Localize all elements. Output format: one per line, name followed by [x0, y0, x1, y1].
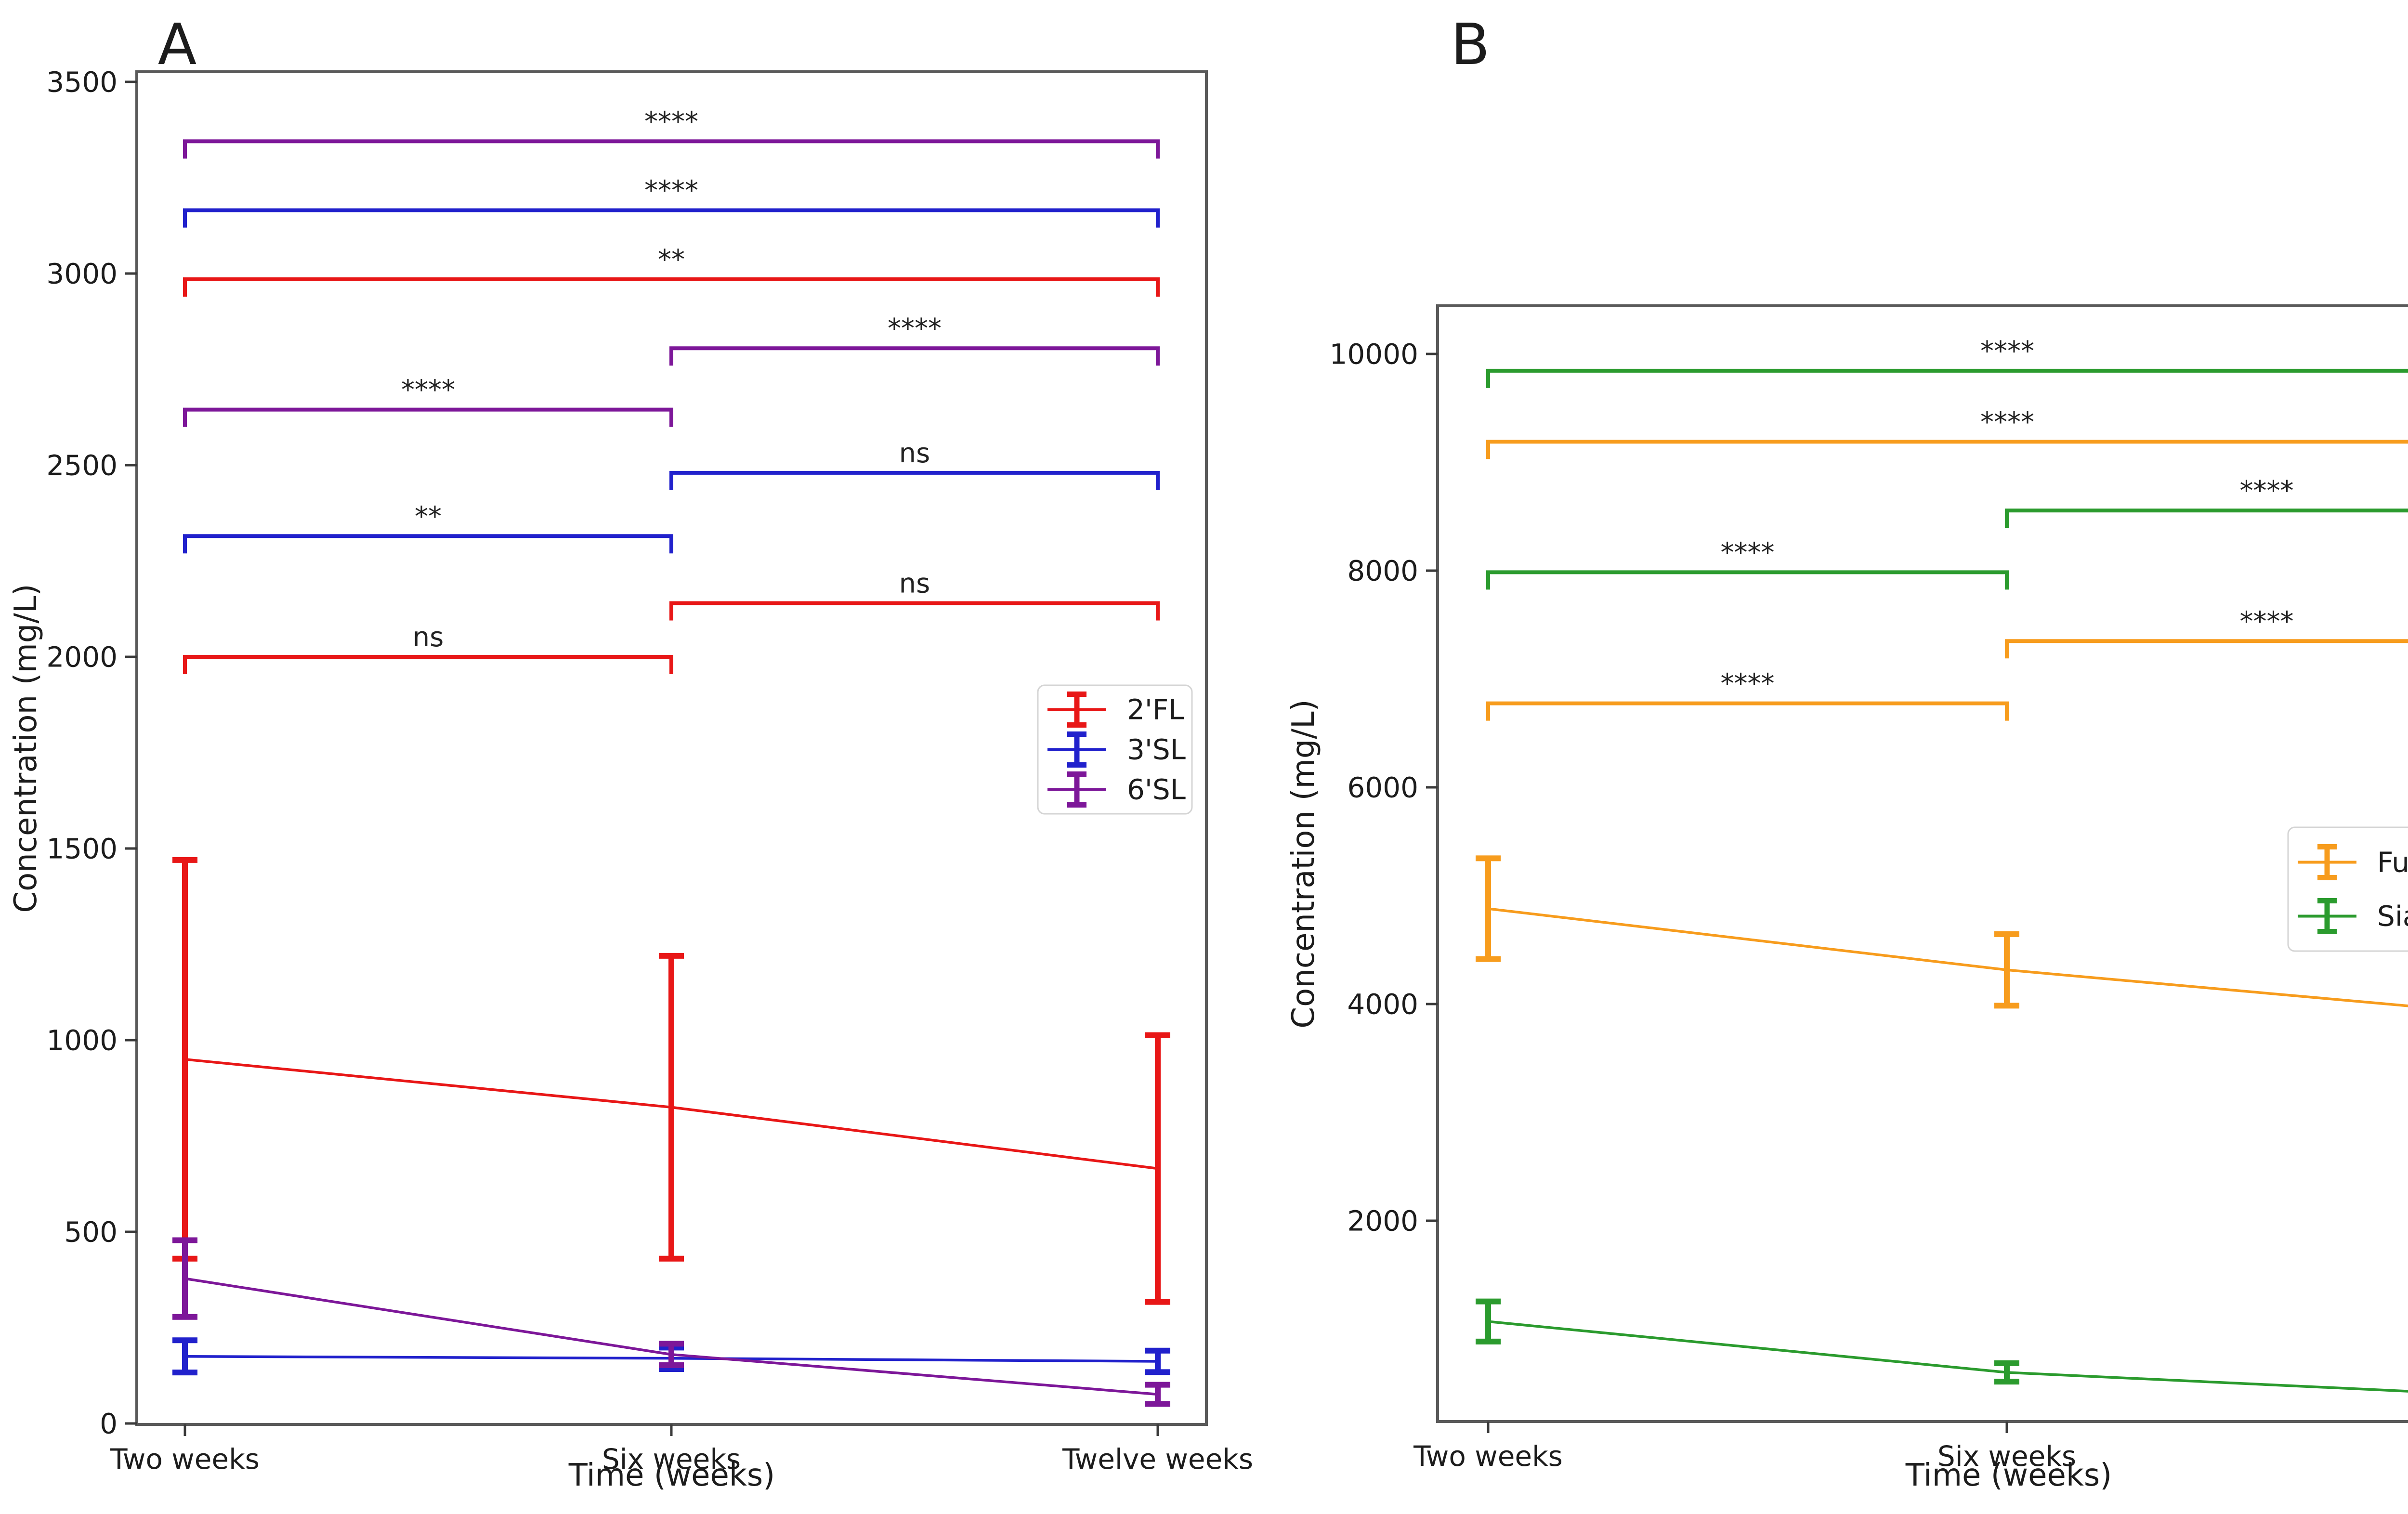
y-tick-label: 2000 — [1347, 1204, 1418, 1237]
y-tick-label: 500 — [64, 1215, 118, 1248]
x-tick-label: Twelve weeks — [1062, 1443, 1253, 1475]
panel-b-group: B Concentration (mg/L) Time (weeks) 2000… — [1286, 11, 2408, 1493]
bracket-label: **** — [1980, 406, 2034, 438]
y-tick-label: 4000 — [1347, 988, 1418, 1020]
x-tick-label: Six weeks — [602, 1443, 741, 1475]
series-line — [1488, 907, 2408, 1007]
legend-box — [2287, 826, 2408, 952]
significance-bracket — [669, 346, 1160, 366]
bracket-label: ** — [658, 244, 685, 275]
bracket-label: ns — [899, 568, 930, 600]
y-tick-label: 3500 — [46, 65, 118, 98]
bracket-label: **** — [1721, 537, 1775, 568]
significance-bracket — [183, 208, 1160, 228]
panel-a-title: A — [158, 11, 197, 78]
panel-a-group: A Concentration (mg/L) Time (weeks) 0 500… — [8, 11, 1253, 1493]
y-tick-label: 10000 — [1329, 338, 1418, 370]
panel-b-title: B — [1451, 11, 1490, 78]
panel-a-content: 0 500 1000 1500 2000 2500 3000 3500 Two weeks Six… — [46, 65, 1253, 1475]
legend-item-label: Sialylated — [2377, 900, 2408, 933]
y-tick-label: 2000 — [46, 640, 118, 673]
bracket-label: **** — [644, 106, 698, 137]
y-tick-label: 0 — [100, 1407, 118, 1440]
x-tick-label: Two weeks — [110, 1443, 260, 1475]
series-line — [1488, 1320, 2408, 1393]
bracket-label: **** — [888, 313, 942, 344]
significance-bracket — [2005, 639, 2408, 659]
significance-bracket — [669, 601, 1160, 621]
significance-bracket — [1486, 570, 2009, 590]
significance-bracket — [183, 534, 673, 554]
significance-bracket — [183, 407, 673, 427]
series-line — [184, 1277, 1158, 1396]
bracket-label: **** — [644, 175, 698, 207]
y-tick-label: 1000 — [46, 1024, 118, 1057]
legend-item-label: 2'FL — [1127, 693, 1184, 726]
significance-bracket — [1486, 440, 2408, 459]
y-tick-label: 3000 — [46, 257, 118, 290]
bracket-label: **** — [1721, 668, 1775, 700]
panel-b-xlabel: Time (weeks) — [1905, 1458, 2112, 1493]
x-tick-label: Two weeks — [1413, 1440, 1563, 1473]
significance-bracket — [183, 277, 1160, 297]
significance-bracket — [1486, 701, 2009, 721]
panel-b-plot-box — [1436, 304, 2408, 1423]
bracket-label: **** — [2240, 475, 2294, 507]
panel-a-ylabel: Concentration (mg/L) — [8, 584, 44, 913]
bracket-label: **** — [2240, 606, 2294, 637]
significance-bracket — [183, 139, 1160, 159]
bracket-label: ** — [415, 501, 442, 532]
legend-item-label: Fucosylated — [2377, 846, 2408, 879]
y-tick-label: 6000 — [1347, 771, 1418, 804]
x-tick-label: Six weeks — [1937, 1440, 2076, 1473]
legend-item-label: 6'SL — [1127, 773, 1186, 806]
bracket-label: **** — [1980, 336, 2034, 367]
y-tick-label: 1500 — [46, 832, 118, 865]
y-tick-label: 8000 — [1347, 554, 1418, 587]
panel-a-xlabel: Time (weeks) — [568, 1458, 775, 1493]
panel-b-ylabel: Concentration (mg/L) — [1286, 699, 1322, 1028]
legend-item-label: 3'SL — [1127, 733, 1186, 766]
significance-bracket — [183, 655, 673, 674]
bracket-label: ns — [413, 622, 444, 653]
significance-bracket — [669, 470, 1160, 490]
bracket-label: ns — [899, 438, 930, 469]
significance-bracket — [2005, 509, 2408, 528]
significance-bracket — [1486, 368, 2408, 388]
bracket-label: **** — [401, 375, 455, 406]
y-tick-label: 2500 — [46, 449, 118, 482]
